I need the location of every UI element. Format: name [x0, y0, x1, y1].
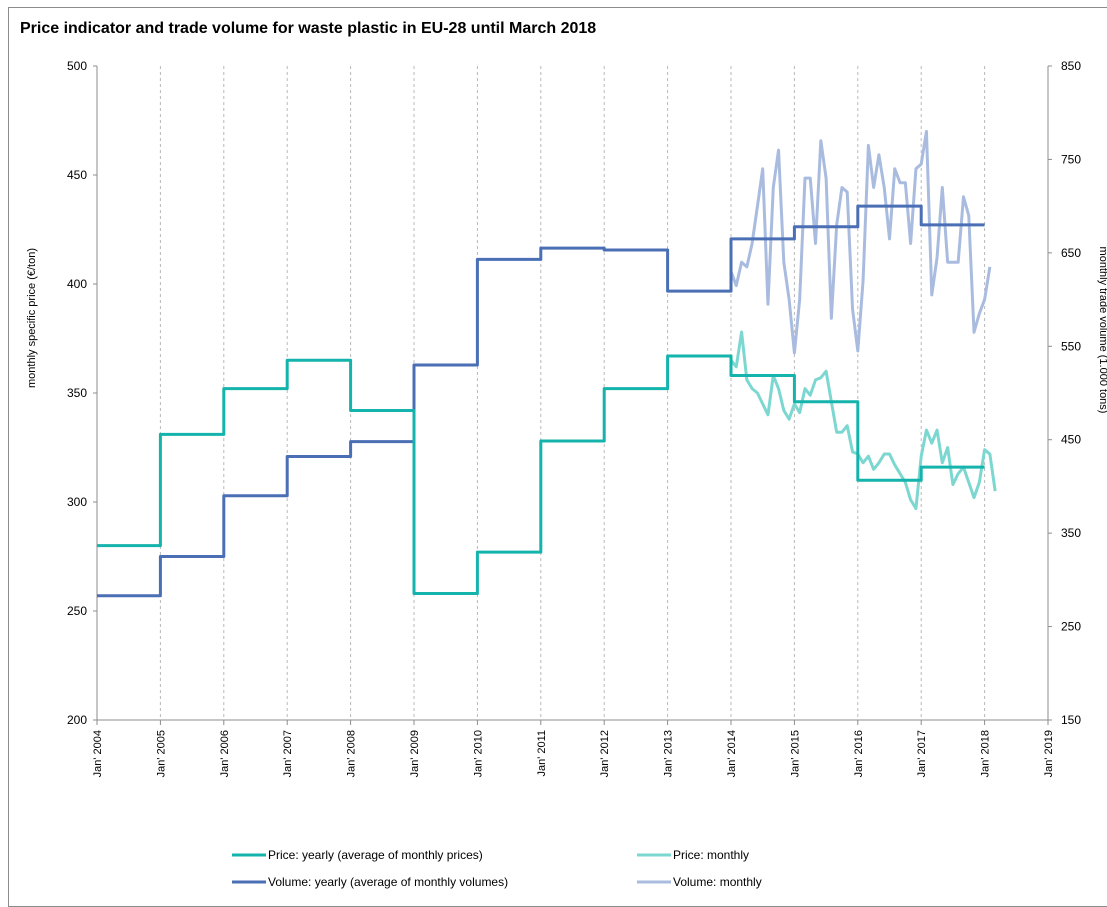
- series-line-2: [729, 330, 997, 511]
- series-line-0: [97, 354, 985, 596]
- legend-label: Price: monthly: [673, 848, 749, 862]
- right-tick-label: 450: [1061, 433, 1081, 447]
- left-tick-label: 300: [67, 495, 87, 509]
- right-tick-label: 250: [1061, 620, 1081, 634]
- x-tick-label: Jan' 2009: [409, 730, 421, 777]
- series-line-1: [97, 204, 985, 598]
- x-tick-label: Jan' 2018: [980, 730, 992, 777]
- legend-label: Volume: monthly: [673, 875, 762, 889]
- x-tick-label: Jan' 2012: [599, 730, 611, 777]
- x-tick-label: Jan' 2004: [92, 730, 104, 777]
- series-lines: [97, 129, 997, 598]
- x-tick-label: Jan' 2010: [472, 730, 484, 777]
- left-tick-label: 200: [67, 713, 87, 727]
- y2-axis-label: monthly trade volume (1.000 tons): [1097, 247, 1107, 414]
- x-tick-label: Jan' 2016: [853, 730, 865, 777]
- series-line-3: [729, 129, 992, 355]
- right-tick-label: 550: [1061, 339, 1081, 353]
- right-tick-label: 750: [1061, 152, 1081, 166]
- x-tick-label: Jan' 2014: [726, 730, 738, 777]
- legend-label: Price: yearly (average of monthly prices…: [268, 848, 483, 862]
- left-tick-label: 500: [67, 59, 87, 73]
- legend-label: Volume: yearly (average of monthly volum…: [268, 875, 508, 889]
- x-axis-ticks: Jan' 2004 Jan' 2005 Jan' 2006 Jan' 2007 Jan'…: [92, 720, 1055, 777]
- x-tick-label: Jan' 2013: [663, 730, 675, 777]
- legend: Price: yearly (average of monthly prices…: [232, 848, 762, 889]
- right-tick-label: 150: [1061, 713, 1081, 727]
- x-tick-label: Jan' 2006: [219, 730, 231, 777]
- left-tick-label: 450: [67, 168, 87, 182]
- left-tick-label: 350: [67, 386, 87, 400]
- right-tick-label: 650: [1061, 246, 1081, 260]
- axes: [96, 66, 1049, 721]
- left-tick-label: 250: [67, 604, 87, 618]
- right-tick-label: 350: [1061, 526, 1081, 540]
- left-axis-ticks: 200 250 300 350 400 450 500: [67, 59, 97, 727]
- x-tick-label: Jan' 2017: [916, 730, 928, 777]
- y-axis-label: monthly specific price (€/ton): [26, 248, 38, 388]
- x-tick-label: Jan' 2019: [1043, 730, 1055, 777]
- left-tick-label: 400: [67, 277, 87, 291]
- x-tick-label: Jan' 2015: [789, 730, 801, 777]
- x-tick-label: Jan' 2008: [346, 730, 358, 777]
- chart-title: Price indicator and trade volume for was…: [20, 20, 597, 37]
- right-axis-ticks: 150 250 350 450 550 650 750 850: [1048, 59, 1081, 727]
- x-tick-label: Jan' 2005: [155, 730, 167, 777]
- right-tick-label: 850: [1061, 59, 1081, 73]
- x-tick-label: Jan' 2011: [536, 730, 548, 777]
- x-tick-label: Jan' 2007: [282, 730, 294, 777]
